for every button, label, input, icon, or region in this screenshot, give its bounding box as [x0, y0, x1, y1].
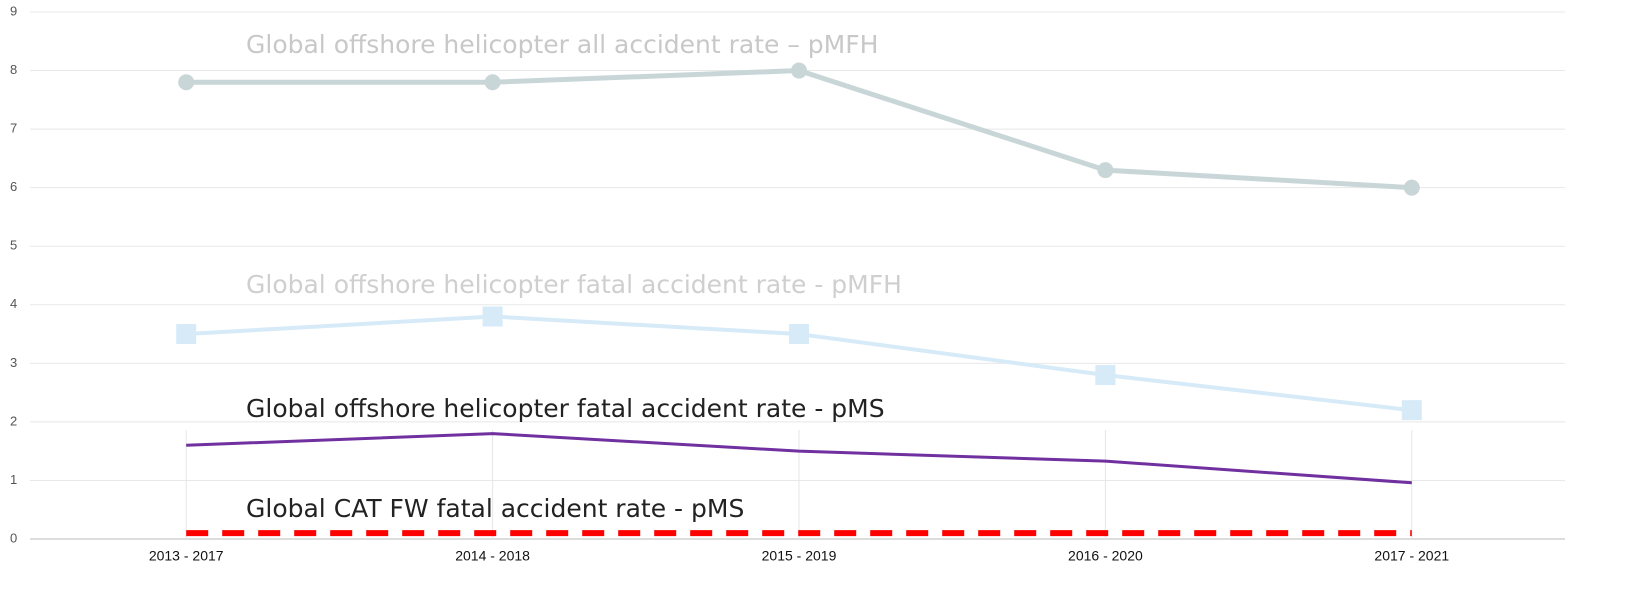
point [1097, 162, 1114, 179]
y-tick-label: 3 [10, 355, 17, 370]
x-tick-label: 2017 - 2021 [1374, 548, 1449, 564]
series-label: Global offshore helicopter fatal acciden… [246, 394, 885, 423]
y-tick-label: 6 [10, 179, 17, 194]
x-tick-label: 2016 - 2020 [1068, 548, 1143, 564]
point [178, 74, 195, 91]
y-tick-label: 4 [10, 296, 17, 311]
series-label: Global offshore helicopter fatal acciden… [246, 270, 902, 299]
y-tick-label: 8 [10, 62, 17, 77]
y-tick-label: 0 [10, 530, 17, 545]
y-tick-label: 2 [10, 413, 17, 428]
series-line [186, 432, 1412, 485]
x-tick-label: 2013 - 2017 [149, 548, 224, 564]
y-tick-label: 7 [10, 121, 17, 136]
point [1403, 179, 1420, 196]
x-tick-label: 2015 - 2019 [762, 548, 837, 564]
point [789, 324, 809, 345]
point [791, 62, 807, 79]
point [1095, 365, 1116, 386]
point [482, 306, 503, 327]
y-tick-label: 5 [10, 238, 17, 253]
y-tick-label: 9 [10, 3, 17, 18]
series-label: Global offshore helicopter all accident … [246, 30, 878, 59]
y-tick-label: 1 [10, 472, 17, 487]
point [484, 74, 501, 91]
series-label: Global CAT FW fatal accident rate - pMS [246, 494, 744, 523]
x-tick-label: 2014 - 2018 [455, 548, 530, 564]
point [1401, 400, 1422, 421]
point [176, 324, 197, 345]
